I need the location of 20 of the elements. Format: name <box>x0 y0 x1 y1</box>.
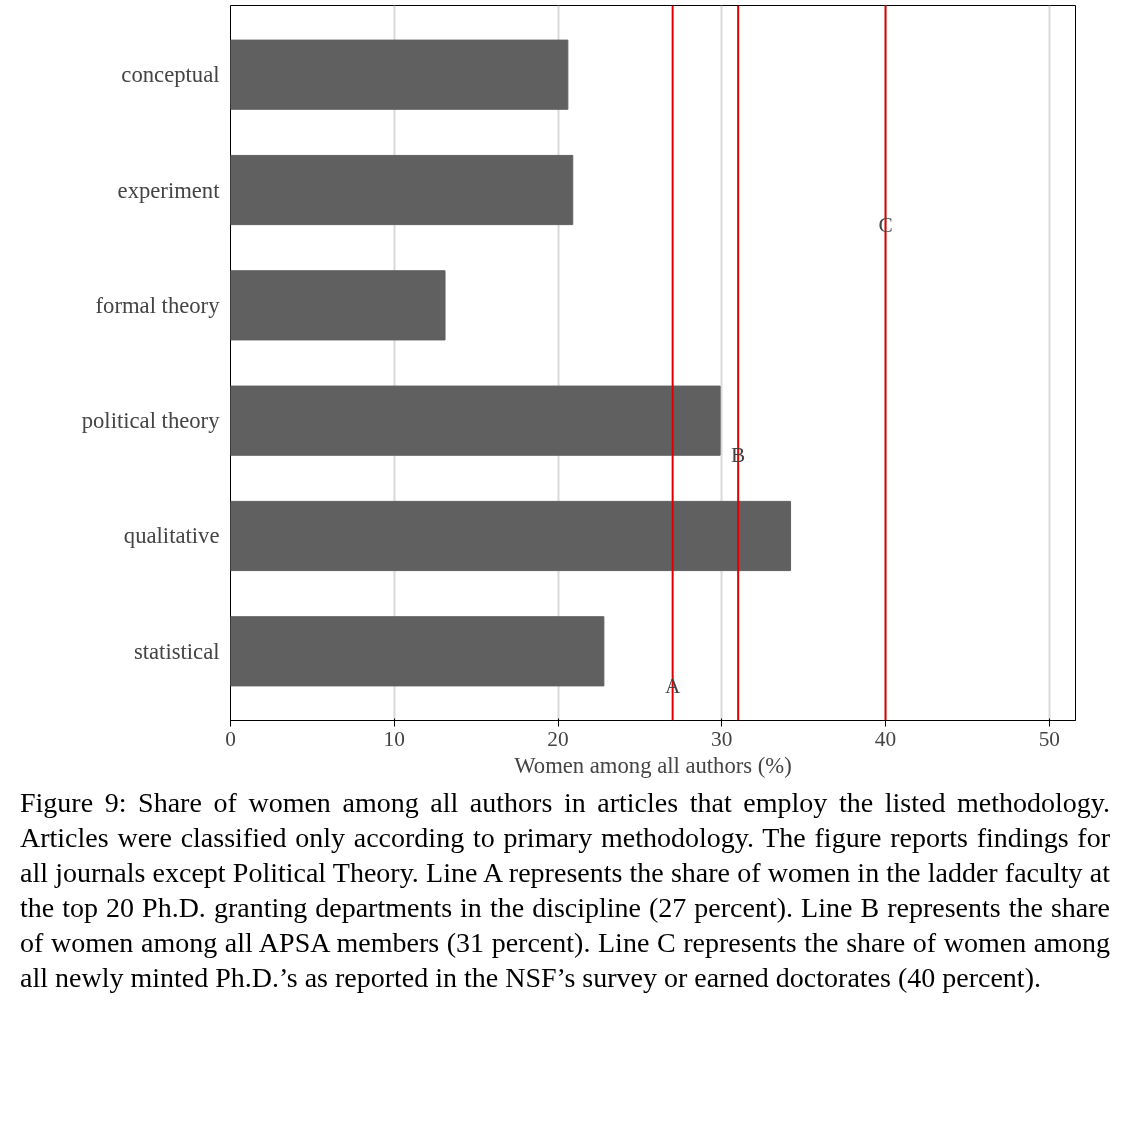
caption: Figure 9: Share of women among all authors in articles that employ the listed methodology. Articles were classified only according to primary methodology. The figure reports findings for all journals except Political Theory. Line A represents the share of women in the ladder faculty at the top 20 Ph.D. granting departments in the discipline (27 percent). Line B represents the share of women among all APSA members (31 percent). Line C represents the share of women among all newly minted Ph.D.’s as reported in the NSF’s survey or earned doctorates (40 percent). <box>20 786 1110 995</box>
x-tick-label: 40 <box>874 726 897 751</box>
x-tick-label: 10 <box>383 726 405 751</box>
y-tick-label: formal theory <box>95 292 221 318</box>
x-tick-label: 30 <box>711 726 733 751</box>
y-tick-label: experiment <box>117 177 221 203</box>
x-tick-label: 50 <box>1038 726 1060 751</box>
bar <box>230 500 792 572</box>
bar <box>230 154 574 226</box>
x-tick-label: 20 <box>547 726 569 751</box>
x-axis-title: Women among all authors (%) <box>514 752 792 778</box>
y-tick-label: qualitative <box>123 523 220 549</box>
bar <box>230 39 569 110</box>
y-tick-label: political theory <box>81 408 221 434</box>
bar <box>230 616 605 687</box>
y-tick-label: conceptual <box>121 62 220 88</box>
bar <box>230 385 721 456</box>
bar <box>230 270 446 341</box>
x-tick-label: 0 <box>225 726 236 751</box>
y-tick-label: statistical <box>133 638 220 664</box>
